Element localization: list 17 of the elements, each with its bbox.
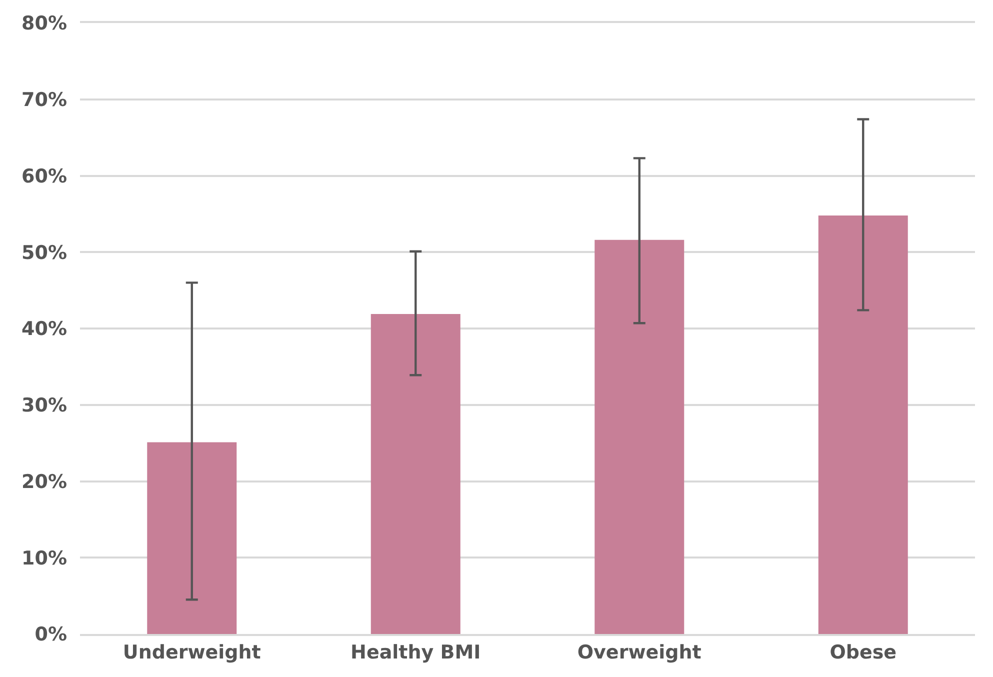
y-tick-label: 60%	[22, 165, 67, 188]
y-tick-label: 20%	[22, 470, 67, 493]
y-tick-label: 30%	[22, 394, 67, 417]
y-tick-label: 80%	[22, 12, 67, 35]
y-tick-label: 70%	[22, 89, 67, 112]
bar	[147, 442, 237, 634]
y-tick-label: 10%	[22, 547, 67, 570]
y-tick-label: 0%	[34, 624, 67, 646]
bar	[594, 240, 684, 634]
y-tick-label: 40%	[22, 318, 67, 340]
bar	[370, 314, 460, 634]
x-tick-label: Healthy BMI	[350, 642, 481, 664]
bar	[818, 215, 908, 634]
x-tick-label: Underweight	[122, 642, 261, 664]
y-tick-label: 50%	[22, 242, 67, 264]
x-tick-label: Overweight	[577, 642, 702, 664]
x-tick-label: Obese	[830, 642, 897, 664]
